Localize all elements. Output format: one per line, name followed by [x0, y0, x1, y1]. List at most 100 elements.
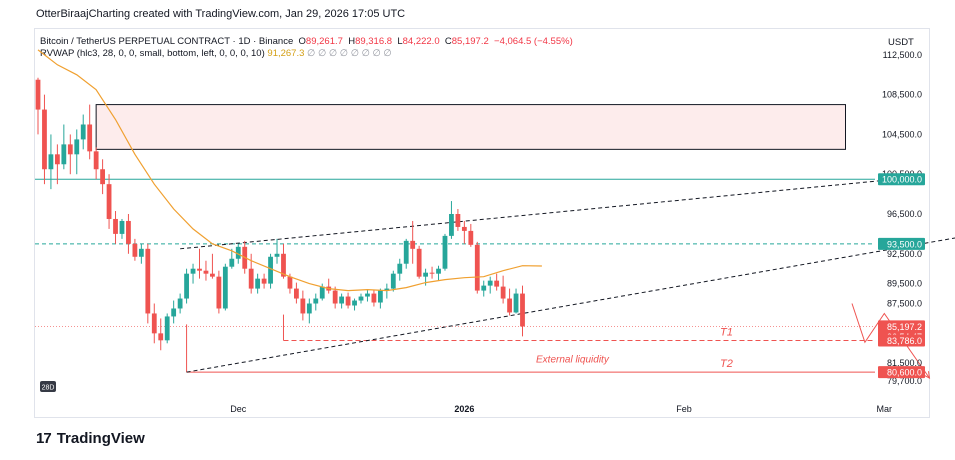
- candle: [410, 220, 416, 264]
- candle: [106, 174, 112, 229]
- candle: [100, 159, 105, 195]
- indicator-value: 91,267.3: [267, 48, 305, 59]
- candle: [113, 211, 118, 244]
- candle-body: [190, 268, 196, 274]
- chart-frame: [34, 28, 930, 418]
- candle: [229, 248, 235, 269]
- candle: [306, 298, 312, 324]
- candle: [261, 273, 267, 289]
- candle-body: [106, 184, 112, 219]
- candle-body: [248, 268, 254, 289]
- candle: [80, 114, 86, 150]
- candle-body: [429, 272, 435, 274]
- candle: [487, 276, 493, 294]
- currency-unit[interactable]: USDT: [888, 37, 914, 48]
- candle-body: [216, 276, 222, 309]
- candle-body: [287, 276, 293, 289]
- candle: [93, 147, 99, 180]
- y-tick-label: 104,500.0: [882, 129, 922, 139]
- high-label: H: [348, 36, 356, 47]
- tradingview-logo: 17: [36, 430, 52, 447]
- indicator-legend[interactable]: RVWAP (hlc3, 28, 0, 0, small, bottom, le…: [40, 48, 392, 59]
- candle-body: [332, 290, 338, 304]
- candle: [222, 263, 228, 311]
- candle-body: [397, 263, 403, 274]
- candle: [481, 280, 487, 297]
- candle-body: [377, 290, 383, 303]
- candle: [268, 253, 273, 289]
- candle-body: [410, 240, 416, 249]
- candle-body: [42, 109, 47, 170]
- candle-body: [423, 272, 428, 277]
- candle-body: [474, 244, 480, 291]
- candle: [332, 286, 338, 309]
- candle-body: [113, 218, 118, 234]
- candle-body: [177, 298, 183, 309]
- candle-body: [145, 248, 151, 314]
- candle-body: [455, 214, 461, 227]
- candle-body: [481, 285, 487, 291]
- candle: [294, 282, 299, 304]
- candle: [507, 288, 512, 316]
- candle: [416, 245, 422, 279]
- candle-body: [261, 278, 267, 284]
- candle-body: [306, 303, 312, 314]
- candle-body: [513, 293, 519, 313]
- candle-body: [384, 288, 390, 291]
- candle: [474, 241, 480, 294]
- x-tick-label: Mar: [877, 404, 893, 414]
- target-badge-t1: 83,786.0: [887, 336, 922, 346]
- candle: [390, 270, 396, 292]
- chart-credit: OtterBiraajCharting created with Trading…: [36, 8, 406, 20]
- candle: [184, 268, 189, 304]
- x-tick-label: 2026: [454, 404, 474, 414]
- last-price-badge: 85,197.2: [887, 322, 922, 332]
- candle-body: [436, 268, 441, 274]
- candle-body: [93, 151, 99, 170]
- change-value: −4,064.5 (−4.55%): [494, 36, 573, 47]
- y-tick-label: 79,700.0: [887, 376, 922, 386]
- candle-body: [35, 79, 41, 110]
- low-value: 84,222.0: [402, 36, 440, 47]
- candle: [494, 273, 500, 291]
- target-badge-t2-bg: [878, 366, 925, 379]
- x-tick-label: Feb: [676, 404, 692, 414]
- candle-body: [197, 268, 202, 271]
- candle: [164, 313, 170, 344]
- candle: [436, 265, 441, 281]
- symbol-legend[interactable]: Bitcoin / TetherUS PERPETUAL CONTRACT · …: [40, 36, 573, 47]
- open-value: 89,261.7: [305, 36, 343, 47]
- candle-body: [319, 286, 325, 299]
- candle-body: [339, 296, 345, 304]
- level-badge-0-bg: [878, 173, 925, 186]
- candle-body: [138, 248, 144, 257]
- candle-body: [500, 286, 506, 299]
- symbol-name: Bitcoin / TetherUS PERPETUAL CONTRACT · …: [40, 36, 294, 47]
- candle-body: [184, 273, 189, 299]
- candle-body: [48, 154, 54, 170]
- candle: [42, 94, 47, 185]
- candle-body: [87, 124, 93, 152]
- candle-body: [61, 144, 67, 165]
- candle: [377, 288, 383, 309]
- candle: [255, 273, 261, 294]
- candle: [274, 238, 280, 264]
- candle-body: [158, 333, 164, 341]
- x-tick-label: Dec: [230, 404, 247, 414]
- candle: [500, 275, 506, 304]
- candle-body: [365, 293, 370, 297]
- y-tick-label: 108,500.0: [882, 90, 922, 100]
- candle-body: [151, 313, 157, 334]
- candle-body: [403, 240, 409, 264]
- target-badge-t1-bg: [878, 334, 925, 347]
- candle: [468, 223, 474, 247]
- candle: [461, 220, 467, 244]
- target-label-t2: T2: [720, 358, 733, 370]
- candle-body: [210, 273, 215, 277]
- external-liquidity-label: External liquidity: [536, 354, 610, 365]
- candle-body: [461, 226, 467, 231]
- candle-body: [494, 280, 500, 287]
- tz-badge: 28D: [42, 385, 55, 392]
- candle-body: [449, 214, 454, 236]
